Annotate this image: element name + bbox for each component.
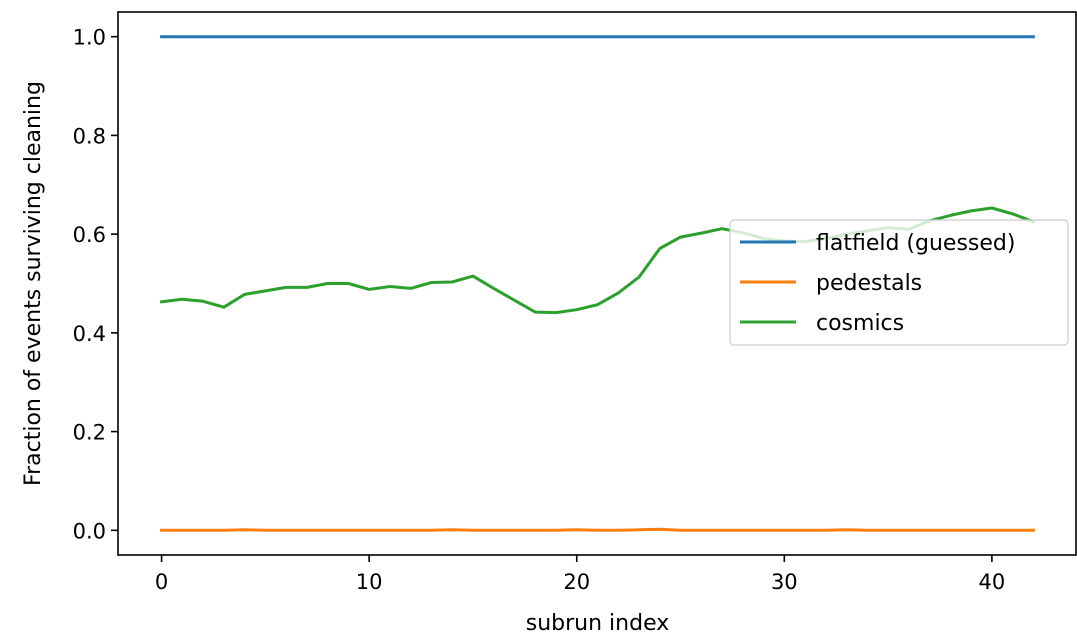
y-tick-label: 0.2: [73, 421, 106, 445]
legend-label: flatfield (guessed): [816, 231, 1015, 256]
y-tick-label: 0.4: [73, 322, 106, 346]
x-axis-label: subrun index: [526, 611, 669, 636]
x-tick-label: 40: [979, 570, 1006, 594]
series-line-1: [162, 529, 1034, 530]
x-tick-label: 0: [155, 570, 168, 594]
y-axis-label: Fraction of events surviving cleaning: [21, 81, 46, 486]
legend: flatfield (guessed) pedestals cosmics: [730, 220, 1068, 345]
y-axis: 0.0 0.2 0.4 0.6 0.8 1.0: [73, 26, 118, 544]
legend-label: pedestals: [816, 271, 922, 296]
x-tick-label: 20: [563, 570, 590, 594]
x-axis: 0 10 20 30 40: [155, 555, 1005, 594]
x-tick-label: 10: [356, 570, 383, 594]
x-tick-label: 30: [771, 570, 798, 594]
legend-label: cosmics: [816, 311, 904, 336]
y-tick-label: 0.8: [73, 124, 106, 148]
y-tick-label: 0.6: [73, 223, 106, 247]
y-tick-label: 1.0: [73, 26, 106, 50]
y-tick-label: 0.0: [73, 519, 106, 543]
